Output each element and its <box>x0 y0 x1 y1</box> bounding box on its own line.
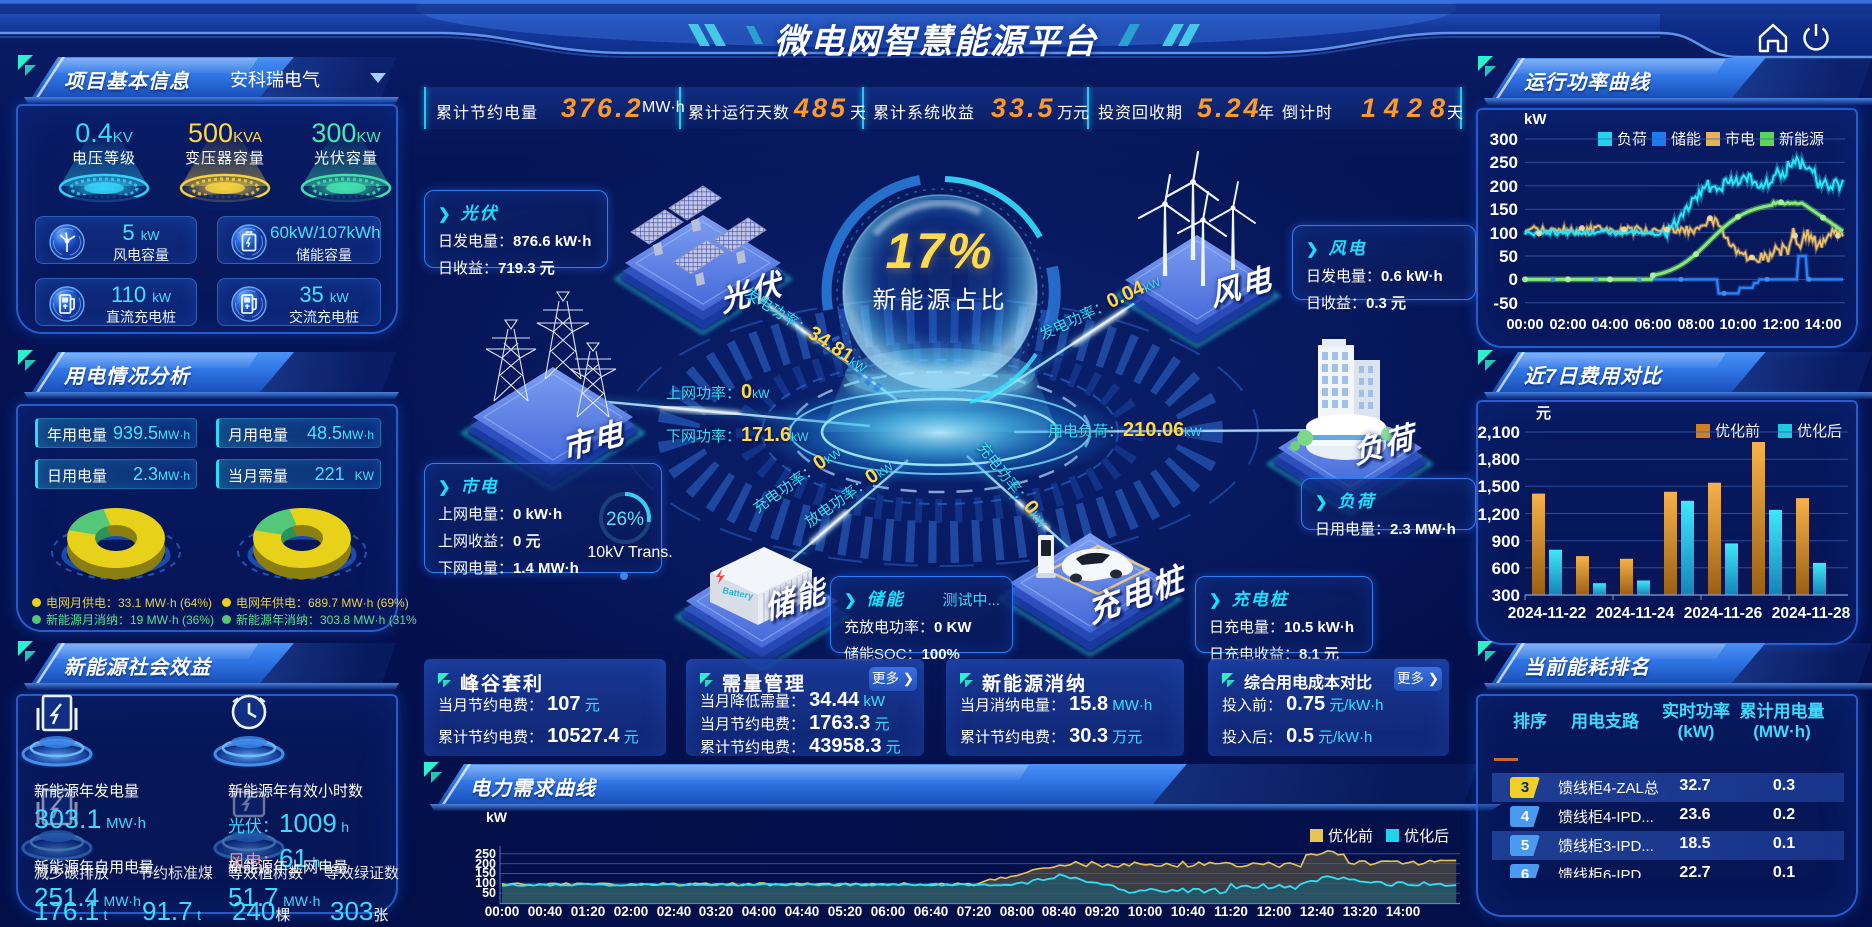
svg-text:150: 150 <box>1490 200 1518 219</box>
svg-text:100: 100 <box>475 876 496 890</box>
svg-text:07:20: 07:20 <box>957 904 992 919</box>
svg-text:250: 250 <box>475 847 496 861</box>
svg-text:250: 250 <box>1490 153 1518 172</box>
svg-text:优化前: 优化前 <box>1328 828 1373 845</box>
svg-text:0: 0 <box>1509 270 1518 289</box>
svg-text:10:40: 10:40 <box>1171 904 1206 919</box>
svg-text:02:40: 02:40 <box>657 904 692 919</box>
svg-text:10:00: 10:00 <box>1128 904 1163 919</box>
svg-text:元: 元 <box>1536 405 1551 422</box>
svg-text:kW: kW <box>1524 111 1547 128</box>
svg-text:1,200: 1,200 <box>1478 505 1520 524</box>
svg-text:300: 300 <box>1492 586 1520 605</box>
svg-text:26%: 26% <box>606 509 644 530</box>
svg-text:200: 200 <box>475 857 496 871</box>
svg-text:08:00: 08:00 <box>1677 317 1714 333</box>
svg-text:01:20: 01:20 <box>571 904 606 919</box>
svg-text:2,100: 2,100 <box>1478 423 1520 442</box>
svg-text:02:00: 02:00 <box>614 904 649 919</box>
svg-text:06:00: 06:00 <box>871 904 906 919</box>
svg-text:08:40: 08:40 <box>1042 904 1077 919</box>
svg-text:2024-11-26: 2024-11-26 <box>1684 605 1763 622</box>
svg-text:06:00: 06:00 <box>1634 317 1671 333</box>
svg-text:11:20: 11:20 <box>1214 904 1248 919</box>
svg-text:50: 50 <box>482 886 496 900</box>
svg-text:2024-11-22: 2024-11-22 <box>1508 605 1586 622</box>
svg-text:150: 150 <box>475 866 496 880</box>
svg-text:1,800: 1,800 <box>1478 450 1520 469</box>
svg-text:kW: kW <box>486 809 508 825</box>
svg-text:200: 200 <box>1490 177 1518 196</box>
svg-text:02:00: 02:00 <box>1549 317 1586 333</box>
svg-text:06:40: 06:40 <box>914 904 949 919</box>
svg-text:优化后: 优化后 <box>1404 828 1449 845</box>
svg-text:900: 900 <box>1492 532 1520 551</box>
svg-text:14:00: 14:00 <box>1804 317 1841 333</box>
svg-text:12:00: 12:00 <box>1257 904 1292 919</box>
svg-text:100: 100 <box>1490 224 1518 243</box>
svg-text:12:00: 12:00 <box>1762 317 1799 333</box>
svg-text:50: 50 <box>1499 247 1518 266</box>
svg-text:05:20: 05:20 <box>828 904 863 919</box>
svg-text:04:40: 04:40 <box>785 904 820 919</box>
svg-text:00:00: 00:00 <box>1506 317 1543 333</box>
svg-text:09:20: 09:20 <box>1085 904 1120 919</box>
svg-text:14:00: 14:00 <box>1386 904 1421 919</box>
svg-text:04:00: 04:00 <box>1591 317 1628 333</box>
svg-text:12:40: 12:40 <box>1300 904 1335 919</box>
svg-text:1,500: 1,500 <box>1478 477 1520 496</box>
svg-text:00:00: 00:00 <box>485 904 520 919</box>
svg-text:13:20: 13:20 <box>1343 904 1378 919</box>
svg-text:300: 300 <box>1490 130 1518 149</box>
svg-text:2024-11-28: 2024-11-28 <box>1772 605 1851 622</box>
svg-text:03:20: 03:20 <box>699 904 734 919</box>
svg-text:-50: -50 <box>1493 294 1518 313</box>
svg-text:600: 600 <box>1492 559 1520 578</box>
svg-text:2024-11-24: 2024-11-24 <box>1596 605 1675 622</box>
svg-text:10:00: 10:00 <box>1719 317 1756 333</box>
svg-text:04:00: 04:00 <box>742 904 777 919</box>
svg-text:08:00: 08:00 <box>1000 904 1035 919</box>
svg-text:00:40: 00:40 <box>528 904 563 919</box>
